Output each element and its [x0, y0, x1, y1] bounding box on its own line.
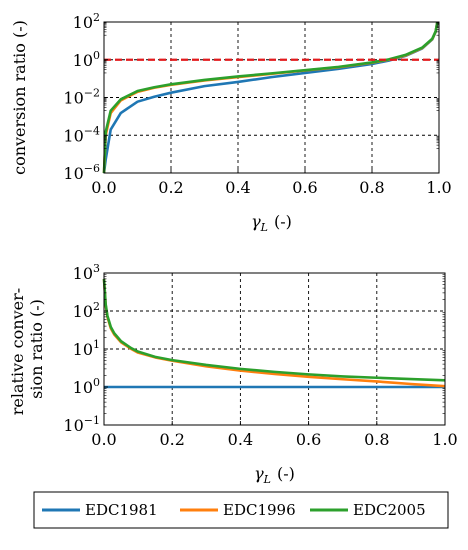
y-axis-label: relative conver- sion ratio (-)	[8, 283, 46, 415]
conversion-ratio-chart: 0.0 0.2 0.4 0.6 0.8 1.0 102 100 10−2 10−4 10−6 γL…	[10, 11, 452, 234]
x-tick-label: 0.4	[225, 178, 250, 197]
y-axis-label: conversion ratio (-)	[10, 20, 29, 175]
legend-label: EDC2005	[353, 501, 426, 519]
y-tick-label: 102	[73, 11, 100, 32]
x-tick-label: 0.8	[364, 430, 389, 449]
x-tick-label: 0.0	[91, 178, 116, 197]
series-line-edc1996	[102, 278, 446, 388]
x-tick-label: 0.6	[296, 430, 321, 449]
y-tick-labels: 103 102 101 100 10−1	[63, 262, 445, 435]
legend-label: EDC1981	[85, 501, 158, 519]
y-tick-label: 100	[73, 49, 100, 70]
legend: EDC1981 EDC1996 EDC2005	[33, 491, 449, 529]
x-tick-labels: 0.0 0.2 0.4 0.6 0.8 1.0	[91, 169, 452, 197]
x-axis-label: γL (-)	[251, 212, 292, 234]
y-tick-label: 103	[73, 262, 100, 283]
x-tick-label: 0.6	[292, 178, 317, 197]
y-tick-labels: 102 100 10−2 10−4 10−6	[63, 11, 439, 183]
series-lines	[102, 278, 446, 389]
x-tick-label: 0.2	[158, 178, 183, 197]
y-tick-label: 10−6	[63, 162, 100, 183]
y-tick-label: 10−4	[63, 124, 100, 145]
series-lines	[102, 21, 439, 174]
series-line-edc2005	[102, 21, 439, 174]
legend-item-edc1996: EDC1996	[180, 501, 296, 519]
series-line-edc2005	[102, 278, 446, 382]
x-tick-label: 1.0	[432, 430, 457, 449]
legend-label: EDC1996	[223, 501, 296, 519]
y-tick-label: 10−1	[63, 414, 100, 435]
x-tick-label: 0.8	[359, 178, 384, 197]
legend-box	[33, 491, 449, 529]
x-axis-label: γL (-)	[254, 464, 295, 486]
grid	[104, 273, 445, 425]
x-tick-label: 0.4	[228, 430, 253, 449]
x-tick-label: 1.0	[426, 178, 451, 197]
x-tick-label: 0.0	[91, 430, 116, 449]
y-tick-label: 100	[73, 376, 100, 397]
y-tick-label: 102	[73, 300, 100, 321]
y-tick-label: 101	[73, 338, 100, 359]
legend-item-edc1981: EDC1981	[42, 501, 158, 519]
x-tick-label: 0.2	[159, 430, 184, 449]
legend-item-edc2005: EDC2005	[310, 501, 426, 519]
y-tick-label: 10−2	[63, 87, 100, 108]
relative-conversion-ratio-chart: 0.0 0.2 0.4 0.6 0.8 1.0 103 102 101 100 10−1 γL (-…	[8, 262, 458, 486]
x-tick-labels: 0.0 0.2 0.4 0.6 0.8 1.0	[91, 421, 458, 449]
